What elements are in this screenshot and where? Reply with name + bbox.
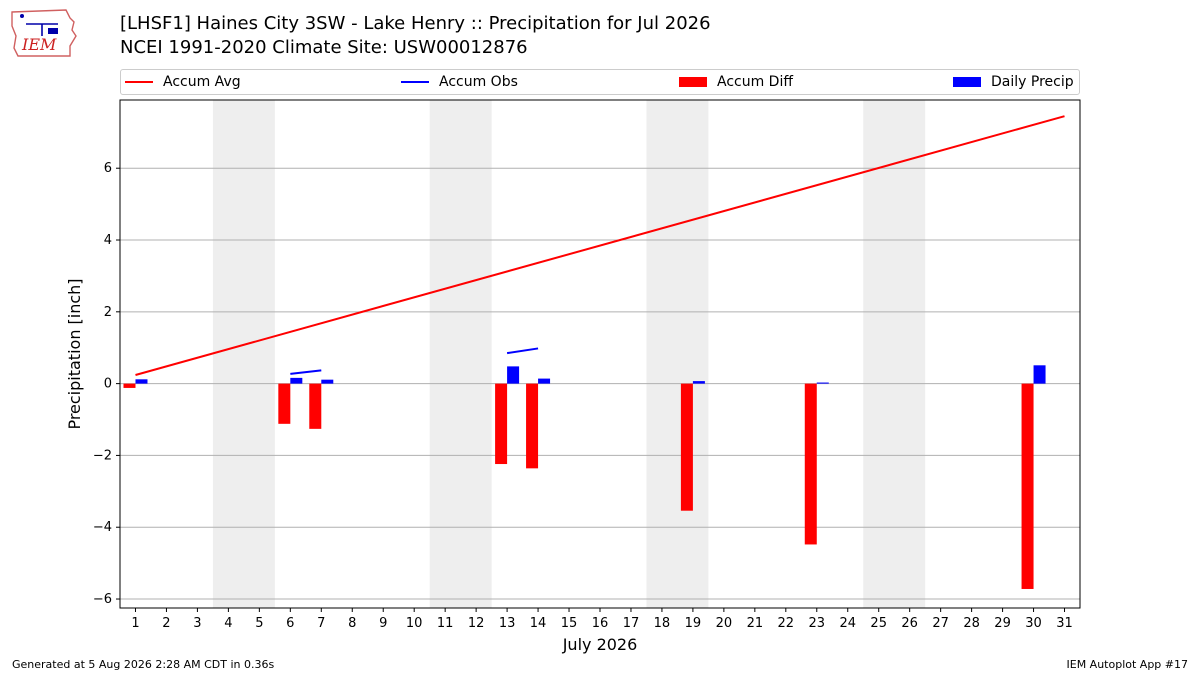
x-tick-label: 3 [193, 616, 201, 631]
daily-precip-bar [816, 382, 829, 384]
legend-accum-avg-label: Accum Avg [163, 74, 241, 90]
x-tick-label: 1 [131, 616, 139, 631]
accum-diff-bar [526, 383, 539, 469]
x-tick-label: 12 [468, 616, 485, 631]
legend-accum-diff-swatch [679, 77, 707, 87]
accum-avg-line [135, 115, 1065, 376]
accum-diff-bar [680, 383, 693, 511]
x-tick-label: 17 [623, 616, 640, 631]
daily-precip-bar [538, 378, 551, 384]
x-tick-label: 16 [592, 616, 609, 631]
x-tick-label: 27 [932, 616, 949, 631]
weekend-shade-2 [646, 100, 709, 608]
legend-accum-avg: Accum Avg [125, 70, 241, 94]
chart-subtitle: NCEI 1991-2020 Climate Site: USW00012876 [120, 37, 528, 58]
x-tick-label: 20 [716, 616, 733, 631]
legend-accum-obs: Accum Obs [401, 70, 518, 94]
y-tick-label: 0 [104, 377, 112, 392]
x-tick-label: 4 [224, 616, 232, 631]
x-tick-label: 26 [901, 616, 918, 631]
legend-daily-precip: Daily Precip [953, 70, 1074, 94]
accum-diff-bar [804, 383, 817, 545]
x-tick-label: 11 [437, 616, 454, 631]
x-tick-label: 21 [747, 616, 764, 631]
app-note: IEM Autoplot App #17 [1066, 658, 1189, 671]
weekend-shade-3 [863, 100, 926, 608]
x-tick-label: 22 [778, 616, 795, 631]
x-tick-label: 8 [348, 616, 356, 631]
x-tick-label: 18 [654, 616, 671, 631]
y-tick-label: −6 [93, 592, 112, 607]
daily-precip-bar [507, 366, 520, 384]
x-tick-label: 14 [530, 616, 547, 631]
weekend-shade-0 [212, 100, 275, 608]
daily-precip-bar [290, 377, 303, 384]
daily-precip-bar [135, 379, 148, 384]
x-tick-label: 5 [255, 616, 263, 631]
daily-precip-bar [692, 381, 705, 384]
x-tick-label: 7 [317, 616, 325, 631]
plot-frame [119, 99, 1081, 609]
generated-note: Generated at 5 Aug 2026 2:28 AM CDT in 0… [12, 658, 275, 671]
accum-diff-bar [1021, 383, 1034, 589]
legend-accum-avg-swatch [125, 81, 153, 83]
x-tick-label: 15 [561, 616, 578, 631]
x-tick-label: 25 [870, 616, 887, 631]
y-tick-label: −2 [93, 448, 112, 463]
x-tick-label: 30 [1025, 616, 1042, 631]
legend-accum-obs-swatch [401, 81, 429, 83]
legend-daily-precip-label: Daily Precip [991, 74, 1074, 90]
x-tick-label: 24 [839, 616, 856, 631]
legend-daily-precip-swatch [953, 77, 981, 87]
x-tick-label: 28 [963, 616, 980, 631]
weekend-shade-1 [429, 100, 492, 608]
accum-diff-bar [278, 383, 291, 424]
x-tick-label: 29 [994, 616, 1011, 631]
accum-diff-bar [123, 383, 136, 388]
iem-logo: IEM [11, 9, 77, 57]
x-tick-label: 13 [499, 616, 516, 631]
x-axis-label: July 2026 [562, 635, 638, 654]
chart-title: [LHSF1] Haines City 3SW - Lake Henry :: … [120, 13, 711, 34]
daily-precip-bar [1033, 365, 1046, 384]
y-tick-label: 6 [104, 161, 112, 176]
y-tick-label: 4 [104, 233, 112, 248]
accum-obs-segment-1 [506, 347, 539, 355]
y-tick-label: −4 [93, 520, 112, 535]
x-tick-label: 6 [286, 616, 294, 631]
y-axis-label: Precipitation [inch] [65, 278, 84, 429]
x-tick-label: 9 [379, 616, 387, 631]
legend-accum-diff-label: Accum Diff [717, 74, 794, 90]
accum-diff-bar [495, 383, 508, 465]
x-tick-label: 10 [406, 616, 423, 631]
legend-accum-obs-label: Accum Obs [439, 74, 518, 90]
legend-accum-diff: Accum Diff [679, 70, 793, 94]
svg-text:IEM: IEM [21, 35, 57, 54]
x-tick-label: 31 [1056, 616, 1073, 631]
x-tick-label: 23 [809, 616, 826, 631]
accum-diff-bar [309, 383, 322, 429]
daily-precip-bar [321, 379, 334, 384]
x-tick-label: 2 [162, 616, 170, 631]
x-tick-label: 19 [685, 616, 702, 631]
y-tick-label: 2 [104, 305, 112, 320]
accum-obs-segment-0 [290, 369, 322, 375]
legend: Accum Avg Accum Obs Accum Diff Daily Pre… [120, 69, 1080, 95]
